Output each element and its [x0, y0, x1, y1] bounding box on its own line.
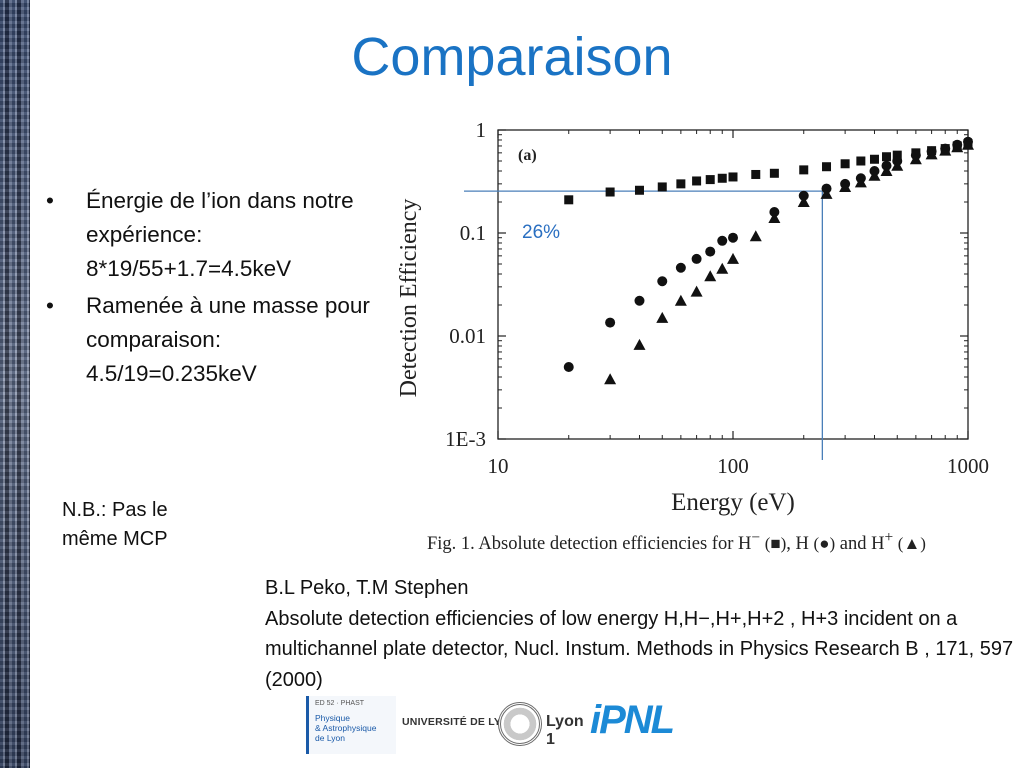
phast-logo-top: ED 52 · PHAST — [315, 700, 365, 707]
caption-text: Fig. 1. Absolute detection efficiencies … — [427, 534, 752, 555]
square-marker — [856, 156, 866, 166]
bullet-item: • Énergie de l’ion dans notre expérience… — [46, 184, 376, 286]
triangle-marker — [925, 148, 938, 160]
triangle-marker — [690, 285, 703, 297]
triangle-marker — [656, 311, 669, 323]
triangle-marker — [839, 180, 852, 192]
circle-marker — [798, 190, 809, 201]
triangle-marker — [633, 338, 646, 350]
efficiency-chart: 1 0.1 0.01 1E-3 10 100 1000 26% (a) Energy (eV… — [392, 110, 1024, 570]
square-symbol: (■) — [764, 534, 787, 554]
square-marker — [822, 162, 832, 172]
ipnl-logo: iPNL — [590, 698, 675, 742]
triangle-marker — [768, 211, 781, 223]
figure-caption: Fig. 1. Absolute detection efficiencies … — [427, 529, 1024, 555]
square-marker — [869, 154, 879, 164]
caption-sup-minus: − — [751, 529, 761, 546]
circle-symbol: (●) — [813, 534, 836, 554]
logo-bar: ED 52 · PHAST Physique & Astrophysique d… — [306, 696, 706, 758]
phast-logo-line: Physique — [315, 713, 350, 723]
triangle-marker — [797, 195, 810, 207]
triangle-marker — [674, 294, 687, 306]
square-marker — [676, 179, 686, 189]
y-tick-label: 0.1 — [460, 221, 486, 245]
circle-marker — [717, 235, 728, 246]
circle-marker — [605, 317, 616, 328]
square-marker — [882, 152, 892, 162]
circle-marker — [657, 276, 668, 287]
panel-label: (a) — [518, 147, 537, 164]
triangle-marker — [951, 141, 964, 153]
triangle-marker — [868, 169, 881, 181]
triangle-marker — [962, 138, 974, 150]
circle-marker — [705, 246, 716, 257]
phast-logo: ED 52 · PHAST Physique & Astrophysique d… — [306, 696, 396, 754]
y-tick-label: 0.01 — [449, 324, 486, 348]
triangle-marker — [909, 153, 922, 165]
triangle-marker — [854, 176, 867, 188]
lyon1-seal-icon — [498, 702, 542, 746]
circle-marker — [634, 295, 645, 306]
square-marker — [657, 182, 667, 192]
bullet-marker: • — [46, 188, 54, 213]
reference-text: Absolute detection efficiencies of low e… — [265, 607, 1014, 691]
bullet-text: Énergie de l’ion dans notre expérience: … — [86, 188, 354, 281]
triangle-marker — [716, 262, 729, 274]
square-marker — [892, 150, 902, 160]
square-marker — [692, 176, 702, 186]
lyon1-logo: Lyon 1 — [496, 700, 592, 752]
square-marker — [564, 195, 574, 205]
triangle-marker — [891, 159, 904, 171]
chart-svg: 1 0.1 0.01 1E-310 100 1000 26% (a) Energy (eV… — [396, 118, 989, 516]
triangle-marker — [939, 144, 952, 156]
y-tick-label: 1 — [476, 118, 487, 142]
caption-text-mid: , H — [786, 534, 809, 555]
triangle-marker — [604, 373, 617, 385]
bullet-text: Ramenée à une masse pour comparaison: 4.… — [86, 293, 370, 386]
phast-logo-line: de Lyon — [315, 733, 345, 743]
bullet-marker: • — [46, 293, 54, 318]
x-tick-label: 1000 — [947, 454, 989, 478]
triangle-marker — [727, 252, 739, 264]
bullet-list: • Énergie de l’ion dans notre expérience… — [46, 184, 376, 394]
note-text: N.B.: Pas le même MCP — [62, 499, 168, 550]
reference-authors: B.L Peko, T.M Stephen — [265, 577, 469, 599]
square-marker — [728, 172, 738, 182]
square-marker — [799, 165, 809, 175]
circle-marker — [563, 362, 574, 373]
triangle-marker — [820, 187, 833, 199]
triangle-symbol: (▲) — [897, 534, 926, 554]
square-marker — [769, 168, 779, 178]
y-tick-label: 1E-3 — [445, 427, 486, 451]
annotation-label: 26% — [522, 222, 560, 243]
bullet-item: • Ramenée à une masse pour comparaison: … — [46, 289, 376, 391]
square-marker — [840, 159, 850, 169]
universite-de-lyon-logo: UNIVERSITÉ DE LYON — [402, 716, 518, 728]
circle-marker — [691, 253, 702, 264]
x-tick-label: 100 — [717, 454, 749, 478]
circle-marker — [675, 262, 686, 273]
triangle-marker — [704, 270, 717, 282]
slide-title: Comparaison — [351, 27, 673, 87]
square-marker — [717, 173, 727, 183]
square-marker — [705, 175, 715, 185]
caption-sup-plus: + — [884, 529, 894, 546]
x-tick-label: 10 — [488, 454, 509, 478]
square-marker — [605, 187, 615, 197]
phast-logo-line: & Astrophysique — [315, 723, 377, 733]
caption-text-and: and H — [839, 534, 885, 555]
decorative-side-strip — [0, 0, 30, 768]
square-marker — [634, 185, 644, 195]
x-axis-label: Energy (eV) — [671, 489, 795, 516]
triangle-marker — [749, 230, 762, 242]
lyon1-logo-text: Lyon 1 — [546, 713, 584, 748]
triangle-marker — [880, 164, 893, 176]
y-axis-label: Detection Efficiency — [396, 199, 422, 398]
reference-block: B.L Peko, T.M Stephen Absolute detection… — [265, 573, 1024, 695]
circle-marker — [728, 232, 738, 243]
square-marker — [751, 169, 761, 179]
